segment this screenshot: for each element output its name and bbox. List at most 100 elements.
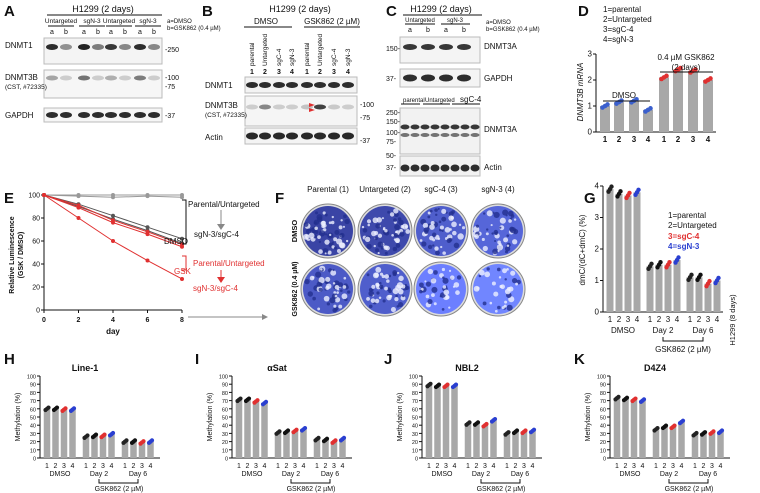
panel-f-colony [392,272,397,277]
panel-f-colony [375,248,380,253]
panel-a-band-dnmt1 [78,44,90,50]
panel-letter-H: H [4,351,15,368]
panel-j-category-label: 4 [531,463,535,470]
panel-i-treatment-bracket [290,479,331,484]
panel-k-y-tick-label: 20 [600,440,606,446]
panel-h-bar [138,442,146,458]
panel-f-colony [405,229,411,234]
panel-f-colony [382,299,386,303]
panel-f-colony [479,269,485,276]
panel-e-to-f-arrow-head [262,314,268,320]
panel-g-group-label: Day 6 [693,326,714,335]
panel-k-y-tick-label: 40 [600,424,606,430]
panel-e-bracket [182,199,187,245]
panel-f-colony [506,268,509,271]
panel-h-data-dot [141,439,146,444]
panel-f-colony [422,222,429,229]
panel-a-lane-label: b [96,29,100,36]
panel-h-data-dot [132,438,138,443]
panel-g-bar [624,195,632,312]
panel-b-band-actin [301,132,313,140]
panel-h-data-dot [149,438,155,443]
panel-f-colony [388,294,392,299]
panel-d-legend: 2=Untargeted [603,15,652,24]
panel-f-colony [374,272,379,278]
panel-c-band-dnmt3a-lower [470,133,480,137]
panel-f-colony [398,302,404,308]
panel-g-treatment-label: GSK862 (2 µM) [655,345,711,354]
panel-d-bar [643,109,653,132]
panel-b-lane-number: 3 [277,69,281,76]
panel-k-category-label: 4 [641,463,645,470]
panel-e-x-tick-label: 8 [180,317,184,324]
panel-a-band-gapdh [46,112,58,118]
panel-b-mw-marker: -75 [360,115,370,122]
panel-h-group-label: DMSO [50,471,72,478]
panel-c-lower-group: Untargeted [425,98,455,104]
panel-k-data-dot [672,423,677,428]
panel-f-colony [366,273,370,277]
panel-b-lane-name: parental [304,42,311,66]
panel-g-category-label: 4 [635,315,640,324]
panel-i-bar [261,403,268,458]
panel-f-colony [384,251,388,255]
panel-f-colony [327,250,332,255]
panel-h-y-tick-label: 20 [30,440,36,446]
panel-f-colony [333,237,338,242]
panel-f-colony [492,248,498,255]
panel-f-colony [309,227,316,234]
panel-k-data-dot [680,418,686,423]
panel-f-colony [442,285,447,289]
panel-letter-G: G [584,190,596,207]
panel-letter-A: A [4,3,15,20]
panel-h-category-label: 4 [71,463,75,470]
panel-h-data-dot [71,406,77,411]
panel-f-colony [330,220,335,225]
panel-f-colony [461,226,466,230]
panel-f-colony [504,246,511,252]
panel-f-colony [368,290,375,297]
panel-f-colony [448,306,451,309]
panel-f-colony [435,250,440,256]
panel-f-colony [427,215,431,219]
panel-h-category-label: 2 [93,463,97,470]
panel-i-data-dot [255,398,260,403]
panel-f-colony [366,296,370,301]
panel-f-colony [500,284,505,290]
panel-b-band-dnmt1 [301,82,313,88]
panel-d-category-label: 1 [662,135,667,144]
panel-j-category-label: 4 [492,463,496,470]
panel-g-bar [606,189,614,312]
panel-f-colony [380,247,384,250]
panel-g-legend: 1=parental [668,211,706,220]
panel-a-band-dnmt1 [134,44,146,50]
panel-k-treatment-label: GSK862 (2 µM) [665,486,714,493]
panel-i-category-label: 2 [285,463,289,470]
panel-f-colony [340,219,343,222]
panel-f-colony [512,239,518,245]
panel-i-bar [283,431,290,458]
panel-k-bar [708,432,716,458]
panel-h-treatment-label: GSK862 (2 µM) [95,486,144,493]
panel-b-band-actin [286,132,298,140]
panel-h-bar [91,435,98,458]
panel-f-colony [325,281,328,284]
panel-f-colony [429,235,434,241]
panel-f-colony [496,244,504,251]
panel-i-bar [313,439,321,458]
panel-f-colony [320,220,326,226]
panel-i-category-label: 3 [254,463,258,470]
panel-f-colony [315,271,322,278]
panel-f-colony [419,289,423,294]
panel-f-colony [328,221,332,225]
panel-k-category-label: 1 [654,463,658,470]
panel-j-y-tick-label: 10 [412,448,418,454]
panel-d-category-label: 4 [646,135,651,144]
panel-f-colony [320,268,323,271]
panel-f-colony [515,282,519,286]
panel-d-data-dot [648,106,653,111]
panel-e-series-point [145,258,150,263]
panel-j-data-dot [475,420,481,425]
panel-j-data-dot [523,428,528,433]
panel-b-lane-number: 1 [305,69,309,76]
